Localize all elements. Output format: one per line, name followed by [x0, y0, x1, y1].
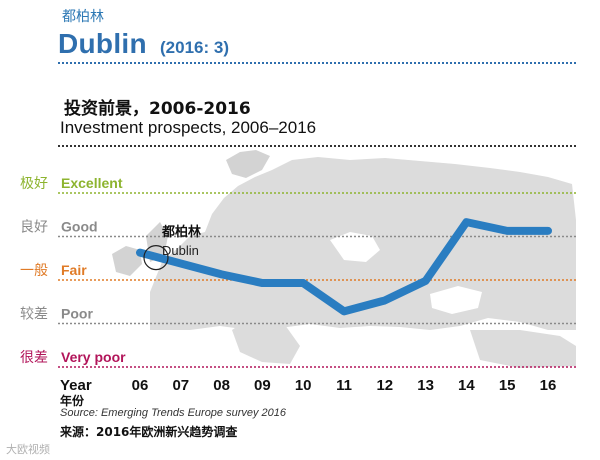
- map-sea: [430, 286, 482, 314]
- source-note-chinese: 来源：2016年欧洲新兴趋势调查: [60, 425, 238, 439]
- x-tick-label: 15: [499, 377, 516, 394]
- map-land-south: [232, 312, 300, 364]
- data-point: [178, 261, 183, 266]
- data-point: [138, 250, 142, 255]
- y-label-fair: Fair: [61, 262, 87, 278]
- y-label-cn-very-poor: 很差: [20, 350, 48, 366]
- y-label-poor: Poor: [61, 306, 93, 322]
- x-tick-label: 10: [295, 377, 312, 394]
- map-island: [112, 246, 142, 276]
- data-point: [382, 298, 387, 303]
- y-label-cn-poor: 较差: [20, 307, 48, 323]
- source-note: Source: Emerging Trends Europe survey 20…: [60, 407, 287, 419]
- x-tick-label: 09: [254, 377, 271, 394]
- annotation-circle: [143, 245, 169, 271]
- data-point: [342, 309, 346, 314]
- y-label-cn-good: 良好: [20, 220, 48, 236]
- subtitle-chinese: 投资前景，2006-2016: [64, 99, 251, 119]
- x-tick-label: 12: [376, 377, 393, 394]
- series-layer: [136, 218, 552, 316]
- x-tick-label: 11: [336, 377, 352, 394]
- x-tick-label: 06: [132, 377, 149, 394]
- x-axis-title-cn: 年份: [60, 393, 85, 408]
- data-point: [423, 278, 428, 283]
- x-tick-label: 08: [213, 377, 230, 394]
- y-label-cn-fair: 一般: [20, 263, 48, 279]
- annotation-layer: 都柏林 Dublin: [143, 224, 201, 271]
- y-label-very-poor: Very poor: [61, 349, 126, 365]
- city-title: Dublin: [58, 28, 147, 59]
- x-tick-label: 14: [458, 377, 475, 394]
- x-tick-label: 13: [417, 377, 434, 394]
- y-label-excellent: Excellent: [61, 175, 123, 191]
- city-rank: (2016: 3): [160, 38, 229, 57]
- data-point: [301, 281, 306, 286]
- data-point: [546, 228, 550, 233]
- map-land-south: [470, 330, 576, 368]
- data-point: [505, 228, 510, 233]
- x-tick-label: 16: [540, 377, 557, 394]
- rating-labels: 很差 Very poor 较差 Poor 一般 Fair 良好 Good 极好 Excellent: [20, 175, 126, 366]
- y-label-cn-excellent: 极好: [20, 176, 48, 192]
- y-label-good: Good: [61, 219, 98, 235]
- title-chinese: 都柏林: [62, 9, 104, 25]
- map-sea: [330, 232, 380, 262]
- annotation-label: Dublin: [162, 243, 199, 258]
- data-point: [464, 220, 469, 225]
- subtitle-divider: [58, 145, 576, 147]
- data-point: [260, 281, 265, 286]
- x-tick-label: 07: [172, 377, 189, 394]
- chart-subtitle: Investment prospects, 2006–2016: [60, 118, 317, 137]
- watermark: 大欧视频: [6, 441, 50, 457]
- data-point: [219, 272, 224, 277]
- x-axis-title: Year: [60, 377, 92, 394]
- watermark-text: 大欧视频: [6, 443, 50, 456]
- title-divider: [58, 62, 576, 64]
- annotation-label-cn: 都柏林: [161, 224, 201, 240]
- map-landmass-north: [226, 150, 270, 178]
- europe-map-background: [112, 150, 576, 368]
